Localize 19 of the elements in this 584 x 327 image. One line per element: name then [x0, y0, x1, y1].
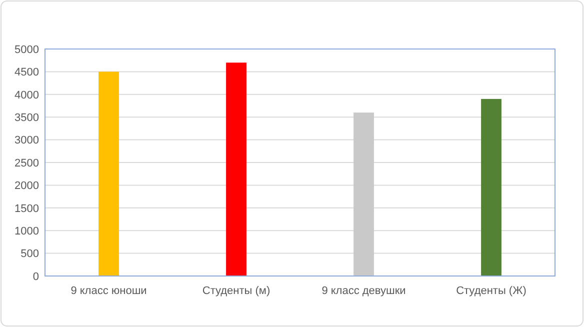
- bar: [98, 72, 119, 276]
- y-tick-label: 1500: [14, 202, 39, 215]
- y-tick-label: 4000: [14, 89, 39, 102]
- x-tick-label: Студенты (м): [202, 285, 270, 297]
- y-tick-label: 2500: [14, 157, 39, 170]
- y-tick-label: 1000: [14, 225, 39, 238]
- y-tick-label: 3500: [14, 112, 39, 124]
- y-tick-label: 500: [20, 248, 39, 260]
- y-tick-label: 0: [32, 270, 39, 283]
- x-tick-label: 9 класс девушки: [322, 285, 406, 297]
- x-tick-label: Студенты (Ж): [456, 285, 526, 297]
- bar: [481, 98, 502, 276]
- x-tick-label: 9 класс юноши: [70, 285, 147, 297]
- bar: [354, 112, 374, 276]
- y-tick-label: 5000: [14, 44, 39, 56]
- y-tick-label: 2000: [14, 180, 39, 192]
- bar: [226, 62, 246, 276]
- y-tick-label: 3000: [14, 134, 39, 147]
- y-tick-label: 4500: [14, 66, 39, 79]
